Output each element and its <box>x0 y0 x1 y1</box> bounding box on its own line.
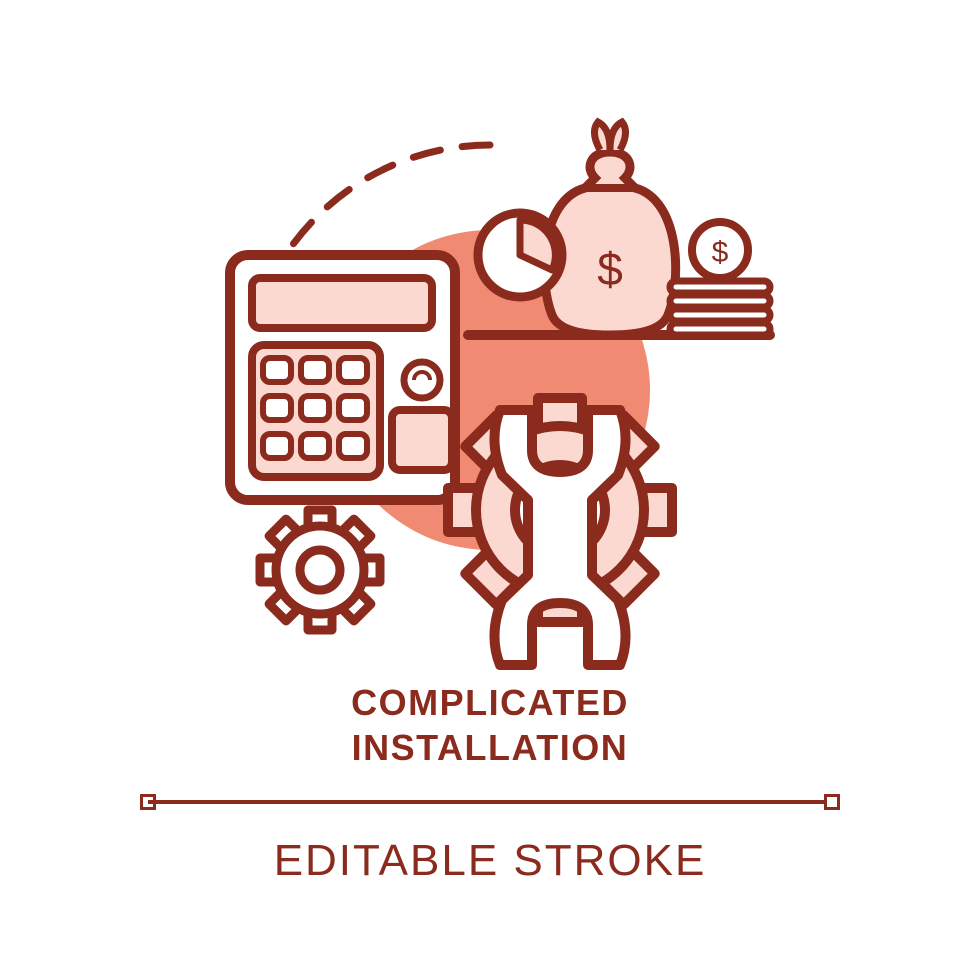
title-line-1: COMPLICATED <box>351 682 629 723</box>
gear-small-icon <box>260 510 380 630</box>
divider-line <box>148 800 832 804</box>
concept-title: COMPLICATED INSTALLATION <box>0 680 980 770</box>
svg-text:$: $ <box>712 236 729 269</box>
keypad-keys <box>263 358 367 458</box>
divider-cap-right <box>824 794 840 810</box>
dollar-sign-icon: $ <box>597 243 623 295</box>
coin-stack-icon <box>670 281 770 335</box>
divider <box>140 792 840 812</box>
title-line-2: INSTALLATION <box>352 727 629 768</box>
keypad-device <box>230 255 455 500</box>
infographic-canvas: $ $ <box>0 0 980 980</box>
illustration: $ $ <box>190 80 790 680</box>
subtitle: EDITABLE STROKE <box>0 836 980 886</box>
